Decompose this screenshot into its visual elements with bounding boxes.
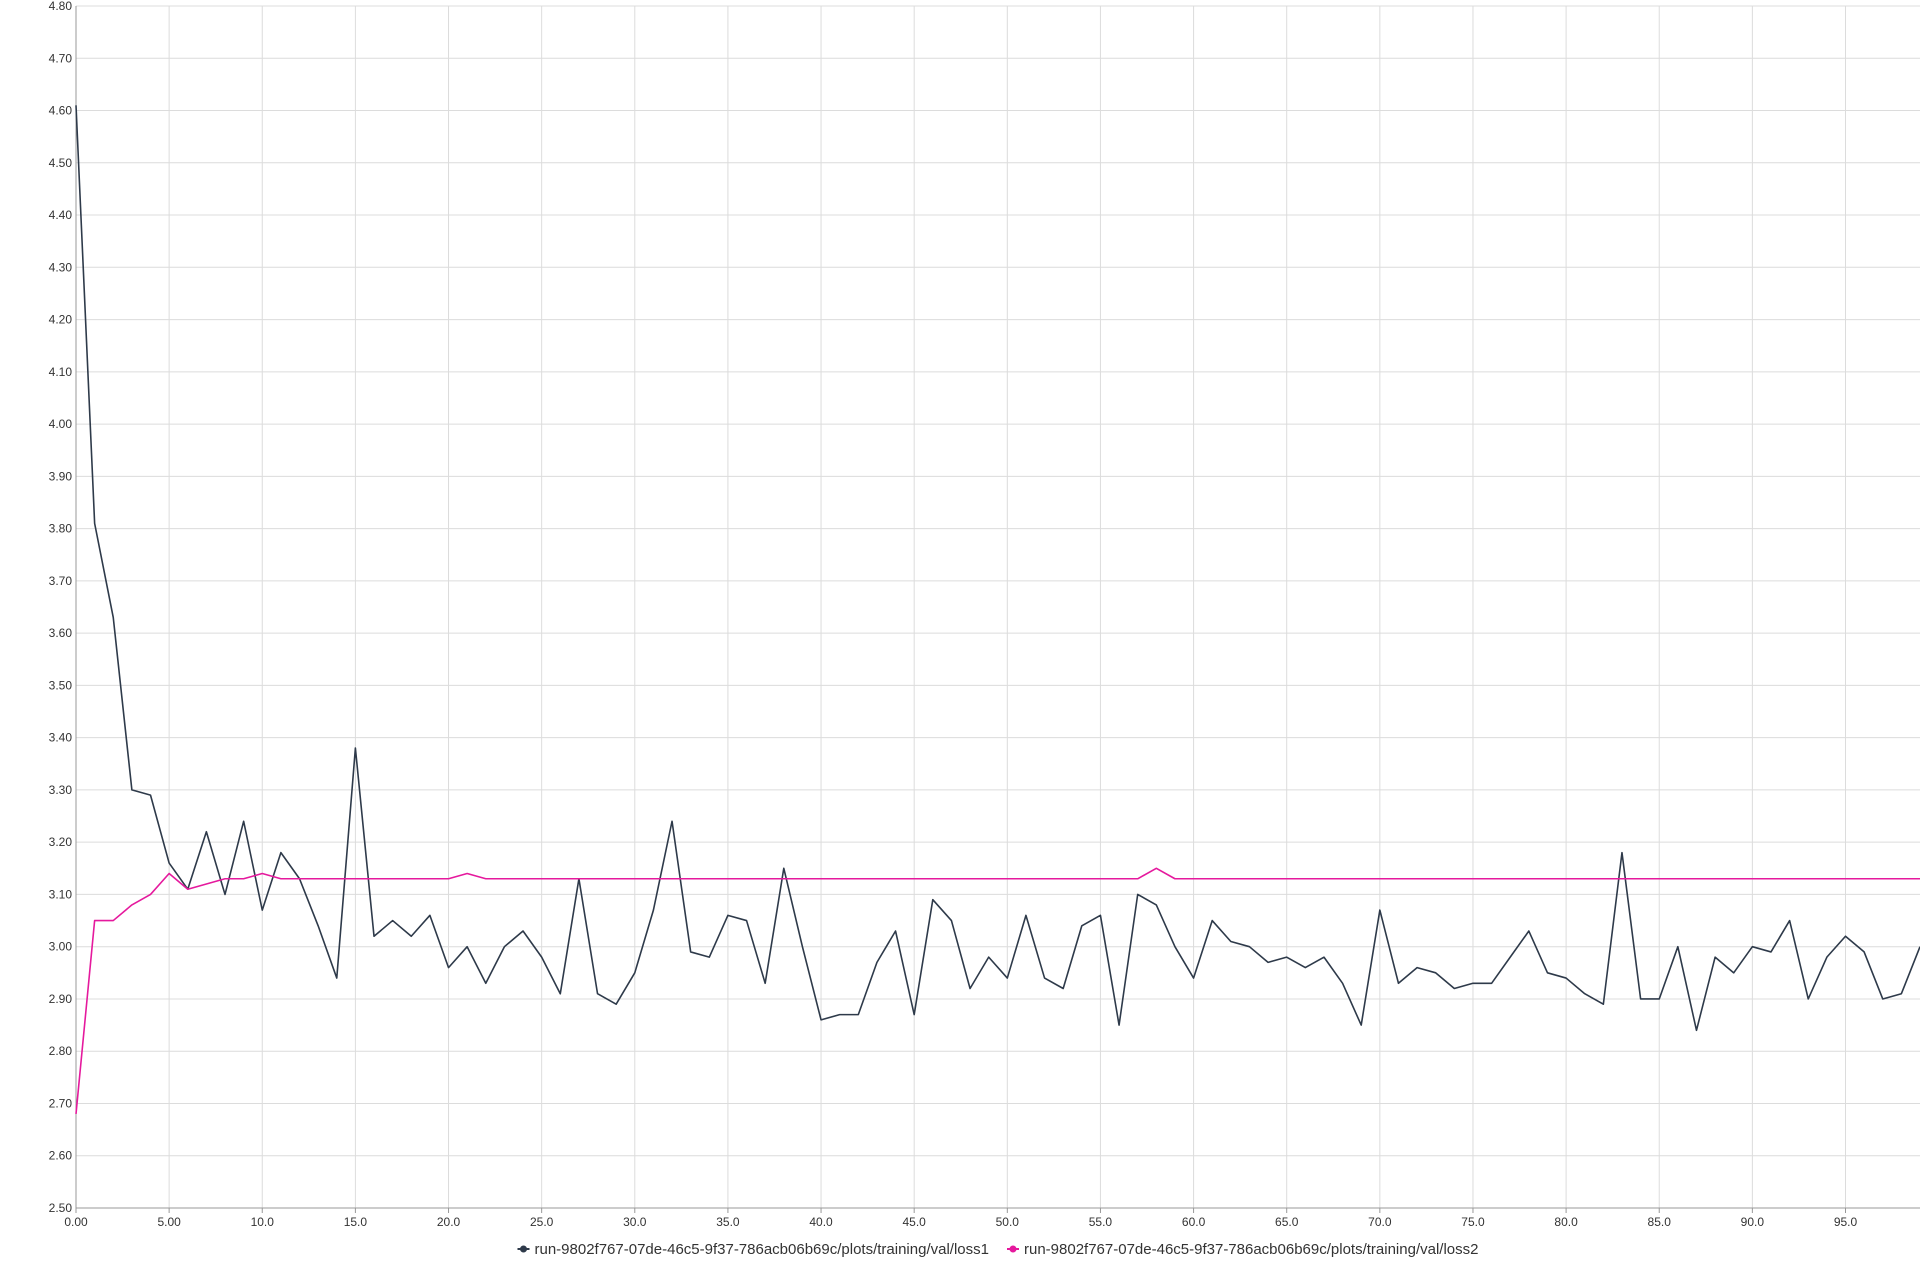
axes: 2.50 2.60 2.70 2.80 2.90 3.00 3.10 3.20 3.30 3.40… — [49, 0, 1920, 1229]
x-tick-label: 0.00 — [64, 1215, 88, 1229]
y-tick-label: 4.70 — [49, 51, 73, 65]
x-tick-label: 55.0 — [1089, 1215, 1113, 1229]
y-tick-label: 2.70 — [49, 1096, 73, 1110]
y-tick-label: 4.10 — [49, 365, 73, 379]
x-tick-label: 65.0 — [1275, 1215, 1299, 1229]
x-tick-label: 60.0 — [1182, 1215, 1206, 1229]
legend-label: run-9802f767-07de-46c5-9f37-786acb06b69c… — [535, 1241, 989, 1258]
legend[interactable]: run-9802f767-07de-46c5-9f37-786acb06b69c… — [517, 1241, 1479, 1258]
y-tick-label: 2.50 — [49, 1201, 73, 1215]
y-tick-label: 3.40 — [49, 731, 73, 745]
x-tick-label: 85.0 — [1648, 1215, 1672, 1229]
x-tick-label: 5.00 — [157, 1215, 181, 1229]
y-tick-label: 4.60 — [49, 104, 73, 118]
grid-lines — [75, 5, 1920, 1209]
y-tick-label: 4.80 — [49, 0, 73, 13]
y-tick-label: 4.20 — [49, 313, 73, 327]
x-tick-label: 90.0 — [1741, 1215, 1765, 1229]
x-tick-label: 70.0 — [1368, 1215, 1392, 1229]
legend-swatch-dot — [520, 1245, 527, 1253]
y-tick-label: 3.80 — [49, 522, 73, 536]
series-lines[interactable] — [75, 105, 1920, 1115]
x-tick-label: 15.0 — [344, 1215, 368, 1229]
x-tick-label: 10.0 — [251, 1215, 275, 1229]
y-tick-label: 4.00 — [49, 417, 73, 431]
x-tick-label: 20.0 — [437, 1215, 461, 1229]
x-tick-label: 30.0 — [623, 1215, 647, 1229]
x-tick-label: 80.0 — [1554, 1215, 1578, 1229]
y-tick-label: 3.60 — [49, 626, 73, 640]
y-tick-label: 4.50 — [49, 156, 73, 170]
y-tick-label: 2.80 — [49, 1044, 73, 1058]
x-tick-label: 40.0 — [809, 1215, 833, 1229]
y-tick-label: 4.40 — [49, 208, 73, 222]
y-tick-label: 3.50 — [49, 678, 73, 692]
x-tick-label: 35.0 — [716, 1215, 740, 1229]
x-tick-label: 50.0 — [996, 1215, 1020, 1229]
y-tick-label: 2.90 — [49, 992, 73, 1006]
y-tick-label: 3.70 — [49, 574, 73, 588]
legend-item-1[interactable]: run-9802f767-07de-46c5-9f37-786acb06b69c… — [517, 1241, 989, 1258]
y-tick-label: 4.30 — [49, 260, 73, 274]
y-tick-label: 3.10 — [49, 887, 73, 901]
series-line-1[interactable] — [75, 105, 1920, 1032]
x-tick-label: 45.0 — [903, 1215, 927, 1229]
y-tick-label: 3.30 — [49, 783, 73, 797]
y-tick-label: 3.90 — [49, 469, 73, 483]
x-tick-label: 95.0 — [1834, 1215, 1858, 1229]
y-tick-label: 3.00 — [49, 940, 73, 954]
legend-label: run-9802f767-07de-46c5-9f37-786acb06b69c… — [1024, 1241, 1478, 1258]
series-line-2[interactable] — [75, 867, 1920, 1115]
y-tick-label: 3.20 — [49, 835, 73, 849]
legend-item-2[interactable]: run-9802f767-07de-46c5-9f37-786acb06b69c… — [1007, 1241, 1478, 1258]
legend-swatch-dot — [1009, 1245, 1017, 1253]
x-tick-label: 75.0 — [1461, 1215, 1485, 1229]
x-tick-label: 25.0 — [530, 1215, 554, 1229]
y-tick-label: 2.60 — [49, 1149, 73, 1163]
